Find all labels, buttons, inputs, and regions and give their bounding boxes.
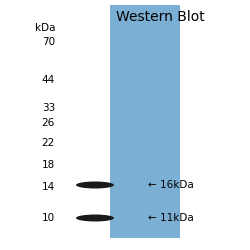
Text: 10: 10 <box>42 213 55 223</box>
Ellipse shape <box>76 182 114 188</box>
Text: 44: 44 <box>42 75 55 85</box>
Text: Western Blot: Western Blot <box>116 10 204 24</box>
Text: 26: 26 <box>42 118 55 128</box>
Text: kDa: kDa <box>34 23 55 33</box>
Text: 14: 14 <box>42 182 55 192</box>
Text: ← 16kDa: ← 16kDa <box>148 180 194 190</box>
Text: 18: 18 <box>42 160 55 170</box>
Ellipse shape <box>76 214 114 222</box>
Bar <box>110 5 180 237</box>
Text: ← 11kDa: ← 11kDa <box>148 213 194 223</box>
Text: 22: 22 <box>42 138 55 148</box>
Text: 70: 70 <box>42 37 55 47</box>
Text: 33: 33 <box>42 103 55 113</box>
